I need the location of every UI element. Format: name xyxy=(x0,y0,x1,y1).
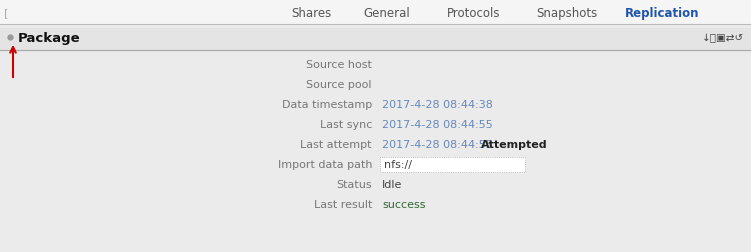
Text: Source host: Source host xyxy=(306,60,372,70)
Text: Replication: Replication xyxy=(625,7,700,19)
Text: 2017-4-28 08:44:55: 2017-4-28 08:44:55 xyxy=(382,119,493,130)
Text: Shares: Shares xyxy=(291,7,332,19)
Text: General: General xyxy=(363,7,410,19)
Text: Protocols: Protocols xyxy=(446,7,500,19)
Text: 2017-4-28 08:44:55: 2017-4-28 08:44:55 xyxy=(382,139,496,149)
Bar xyxy=(0,29,751,51)
Text: Attempted: Attempted xyxy=(481,139,547,149)
Text: ↓⏻▣⇄↺: ↓⏻▣⇄↺ xyxy=(701,33,744,43)
Text: [: [ xyxy=(4,8,8,18)
Text: Snapshots: Snapshots xyxy=(536,7,598,19)
Text: Import data path: Import data path xyxy=(278,159,372,169)
Text: nfs://: nfs:// xyxy=(384,159,412,169)
Bar xyxy=(0,0,751,25)
FancyBboxPatch shape xyxy=(380,157,525,172)
Text: Last sync: Last sync xyxy=(320,119,372,130)
Text: Last attempt: Last attempt xyxy=(300,139,372,149)
Text: success: success xyxy=(382,199,426,209)
Text: Last result: Last result xyxy=(314,199,372,209)
Text: Idle: Idle xyxy=(382,179,403,189)
Text: Status: Status xyxy=(336,179,372,189)
Text: Package: Package xyxy=(18,32,80,44)
Text: 2017-4-28 08:44:38: 2017-4-28 08:44:38 xyxy=(382,100,493,110)
Text: Data timestamp: Data timestamp xyxy=(282,100,372,110)
Text: Source pool: Source pool xyxy=(306,80,372,90)
